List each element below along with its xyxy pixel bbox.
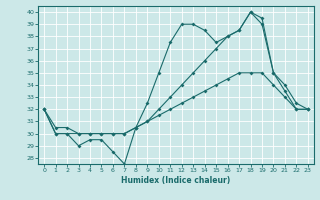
X-axis label: Humidex (Indice chaleur): Humidex (Indice chaleur) xyxy=(121,176,231,185)
